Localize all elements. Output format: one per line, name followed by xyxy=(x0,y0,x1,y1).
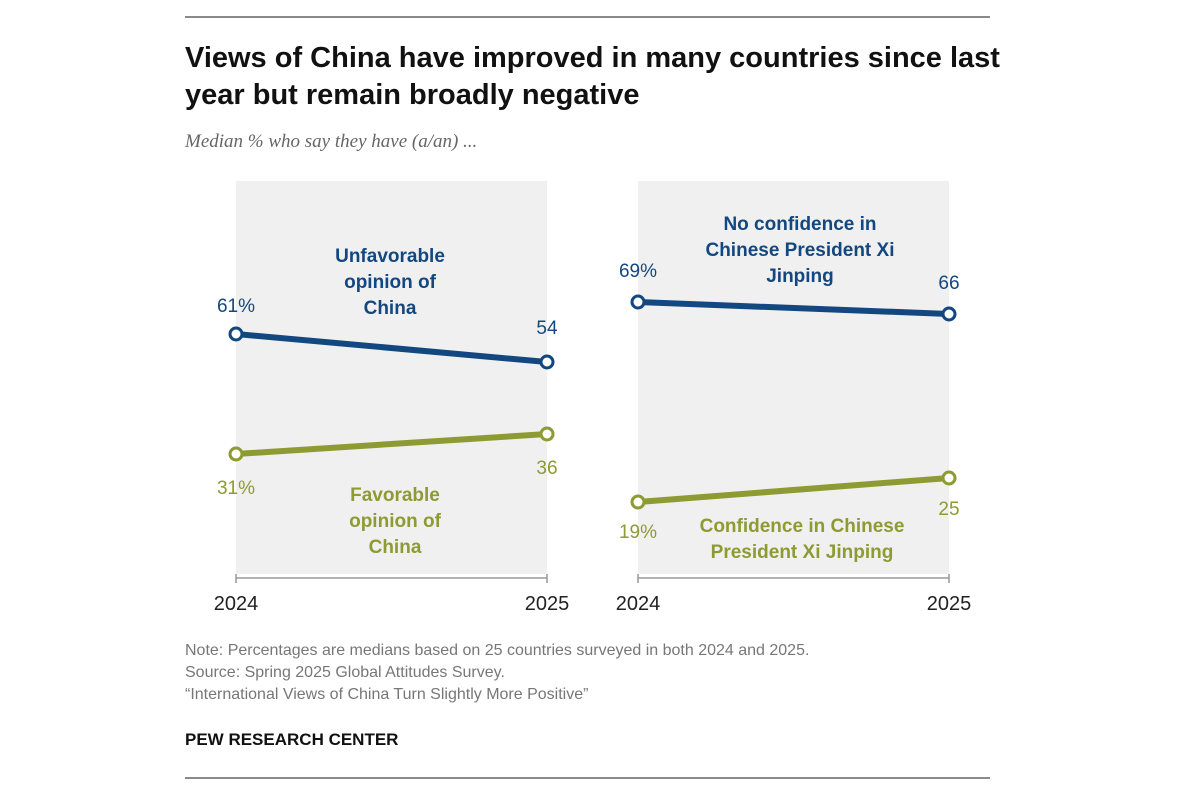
source-text: Source: Spring 2025 Global Attitudes Sur… xyxy=(185,664,505,681)
series-name-line: Favorable xyxy=(350,485,440,506)
chart-subtitle: Median % who say they have (a/an) ... xyxy=(185,131,478,152)
series-name-line: No confidence in xyxy=(723,214,876,235)
data-point xyxy=(630,494,646,510)
series-name-line: President Xi Jinping xyxy=(711,542,894,563)
x-tick-label: 2025 xyxy=(927,593,972,615)
notes: Note: Percentages are medians based on 2… xyxy=(185,640,809,706)
report-title: “International Views of China Turn Sligh… xyxy=(185,686,589,703)
note-text: Note: Percentages are medians based on 2… xyxy=(185,642,810,659)
series-name-label: Unfavorable opinion of China xyxy=(335,246,445,319)
series-name-line: Unfavorable xyxy=(335,246,445,267)
top-rule xyxy=(185,16,990,18)
brand-logo-text: PEW RESEARCH CENTER xyxy=(185,730,399,749)
data-point xyxy=(228,446,244,462)
data-label: 19% xyxy=(619,522,657,543)
x-tick-label: 2024 xyxy=(214,593,259,615)
panel-background xyxy=(638,181,949,574)
bottom-rule xyxy=(185,777,990,779)
series-name-line: Jinping xyxy=(766,266,834,287)
chart-panel-2: 2024 2025 69% 66 No confidence in Chinese Pre… xyxy=(616,181,972,615)
series-name-line: China xyxy=(369,537,422,558)
data-point xyxy=(539,426,555,442)
series-line xyxy=(635,299,952,317)
x-tick-label: 2025 xyxy=(525,593,570,615)
data-label: 36 xyxy=(536,458,557,479)
series-line xyxy=(233,331,550,365)
chart-title: Views of China have improved in many cou… xyxy=(185,42,1000,111)
data-label: 31% xyxy=(217,478,255,499)
series-name-line: opinion of xyxy=(349,511,441,532)
data-label: 69% xyxy=(619,261,657,282)
data-point xyxy=(539,354,555,370)
data-label: 66 xyxy=(938,273,959,294)
chart-panel-1: 2024 2025 61% 54 Unfavorable opinion of China 3… xyxy=(214,181,570,615)
series-line xyxy=(635,475,952,505)
data-label: 25 xyxy=(938,499,959,520)
series-line xyxy=(233,431,550,457)
data-point xyxy=(941,470,957,486)
series-name-label: No confidence in Chinese President Xi Jinp… xyxy=(705,214,894,287)
series-name-line: Chinese President Xi xyxy=(705,240,894,261)
data-point xyxy=(941,306,957,322)
data-label: 54 xyxy=(536,318,558,339)
series-name-label: Confidence in Chinese President Xi Jinpin… xyxy=(700,516,905,563)
data-point xyxy=(228,326,244,342)
panel-background xyxy=(236,181,547,574)
series-name-line: opinion of xyxy=(344,272,436,293)
data-point xyxy=(630,294,646,310)
x-tick-label: 2024 xyxy=(616,593,661,615)
series-name-label: Favorable opinion of China xyxy=(349,485,441,558)
series-name-line: Confidence in Chinese xyxy=(700,516,905,537)
series-name-line: China xyxy=(364,298,417,319)
data-label: 61% xyxy=(217,296,255,317)
